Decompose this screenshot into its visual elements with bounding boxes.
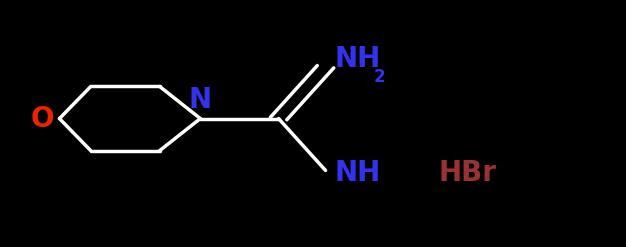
Text: NH: NH	[335, 45, 381, 73]
Text: HBr: HBr	[438, 159, 496, 187]
Text: 2: 2	[374, 68, 386, 85]
Text: NH: NH	[335, 159, 381, 187]
Text: O: O	[31, 104, 54, 133]
Text: N: N	[189, 86, 212, 114]
